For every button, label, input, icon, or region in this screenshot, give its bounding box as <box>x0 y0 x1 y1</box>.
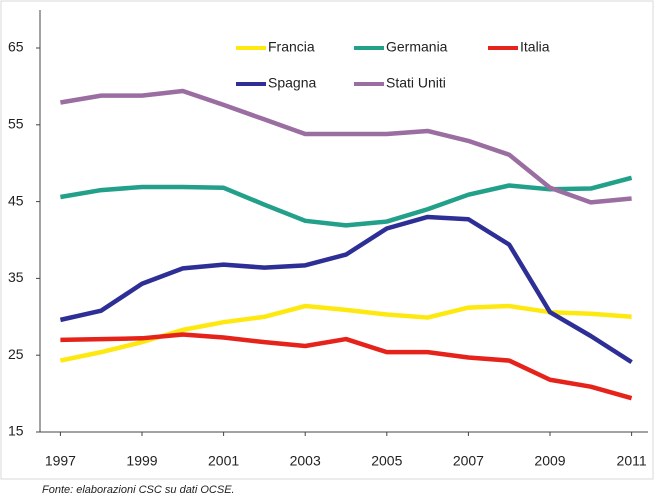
x-tick-label: 1997 <box>45 453 76 469</box>
x-tick-label: 2011 <box>617 453 647 469</box>
x-tick-label: 1999 <box>126 453 157 469</box>
legend-label: Italia <box>520 39 550 55</box>
y-tick-label: 55 <box>8 116 24 132</box>
y-tick-label: 35 <box>8 269 24 285</box>
x-tick-label: 2003 <box>290 453 321 469</box>
legend-label: Germania <box>386 39 448 55</box>
legend-label: Spagna <box>268 75 316 91</box>
y-tick-label: 45 <box>8 192 24 208</box>
x-tick-label: 2005 <box>371 453 402 469</box>
line-series <box>60 175 633 228</box>
x-tick-label: 2009 <box>534 453 565 469</box>
legend-label: Francia <box>268 39 315 55</box>
line-series <box>60 88 632 205</box>
source-note: Fonte: elaborazioni CSC su dati OCSE. <box>42 484 235 496</box>
y-tick-label: 25 <box>8 346 24 362</box>
line-series <box>59 303 632 363</box>
x-tick-label: 2001 <box>208 453 239 469</box>
line-series <box>59 214 633 365</box>
x-tick-label: 2007 <box>453 453 484 469</box>
y-tick-label: 15 <box>8 423 24 439</box>
y-tick-label: 65 <box>8 39 24 55</box>
line-series <box>60 332 633 401</box>
frame <box>0 0 654 480</box>
legend-label: Stati Uniti <box>386 75 446 91</box>
